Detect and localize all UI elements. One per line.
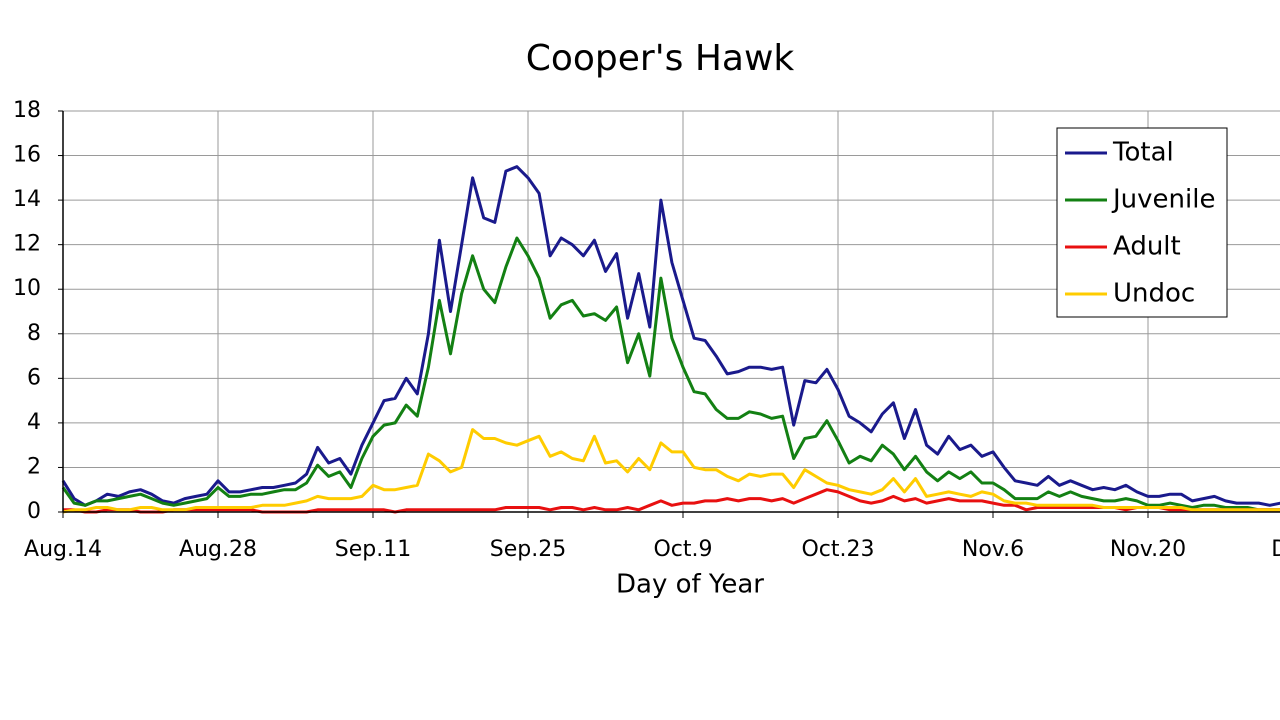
x-axis-label: Day of Year (616, 570, 764, 600)
x-tick-label: Oct.23 (801, 537, 874, 562)
axes: 0 2 4 6 8 10 12 14 16 18 Aug.14 Aug.28 Sep.11 Sep.25 O… (13, 98, 1280, 562)
legend-box (1056, 127, 1228, 318)
y-tick-label: 16 (13, 143, 41, 168)
x-tick-label: Aug.28 (179, 537, 257, 562)
y-tick-label: 6 (27, 365, 41, 390)
x-tick-label: Nov.20 (1110, 537, 1186, 562)
plot-lines (61, 165, 1280, 514)
series-line (61, 236, 1280, 512)
legend-label: Juvenile (1111, 185, 1215, 215)
series-line (62, 428, 1280, 514)
legend-label: Total (1112, 138, 1174, 168)
y-tick-label: 12 (13, 232, 41, 257)
x-tick-label: Dec.4 (1271, 537, 1280, 562)
y-tick-label: 10 (13, 276, 41, 301)
grid (63, 110, 1280, 513)
x-tick-label: Sep.25 (490, 537, 566, 562)
x-tick-label: Sep.11 (335, 537, 411, 562)
x-tick-label: Oct.9 (653, 537, 712, 562)
x-tick-label: Nov.6 (962, 537, 1024, 562)
series-line (61, 165, 1280, 507)
legend-label: Undoc (1113, 279, 1195, 309)
legend-label: Adult (1113, 232, 1181, 262)
y-tick-label: 0 (27, 499, 41, 524)
chart-title: Cooper's Hawk (526, 38, 795, 79)
legend: Total Juvenile Adult Undoc (1056, 127, 1228, 318)
y-tick-label: 8 (27, 321, 41, 346)
y-tick-label: 4 (27, 410, 41, 435)
y-tick-label: 18 (13, 98, 41, 123)
x-tick-label: Aug.14 (24, 537, 102, 562)
y-tick-label: 2 (27, 454, 41, 479)
y-tick-label: 14 (13, 187, 41, 212)
